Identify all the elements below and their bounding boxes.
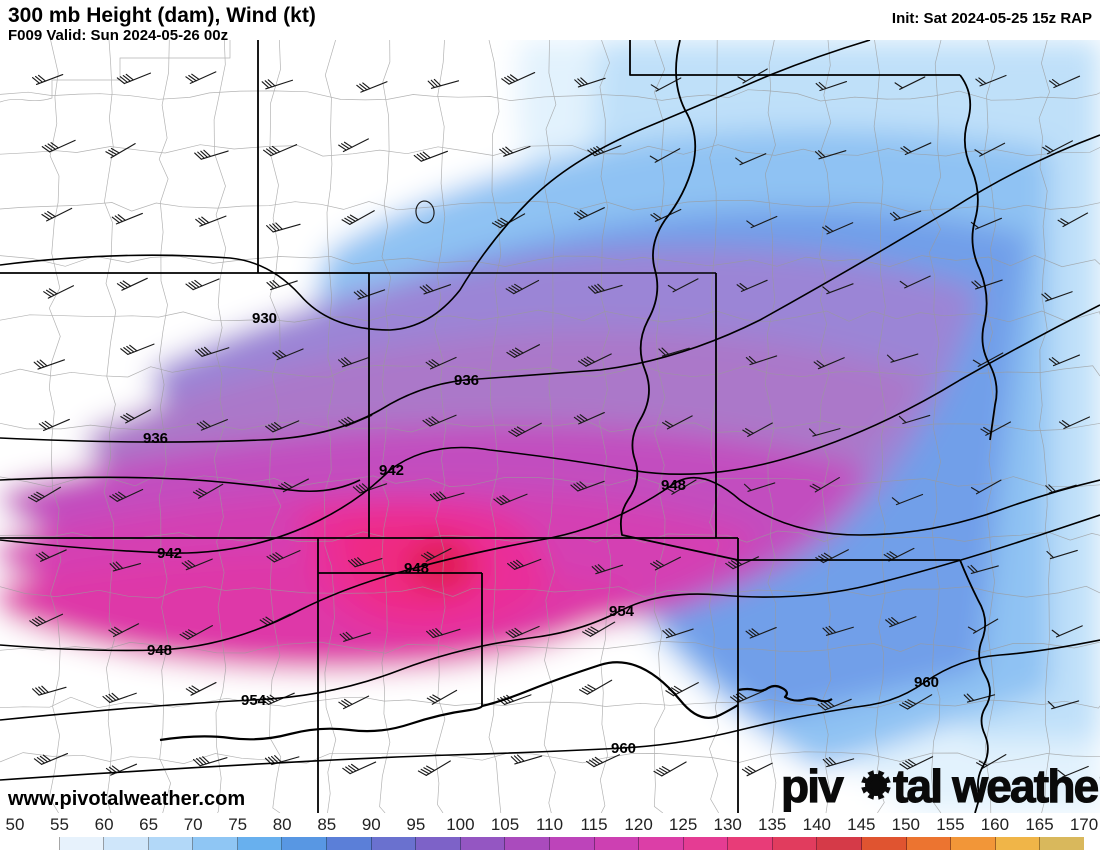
svg-text:936: 936: [454, 372, 479, 389]
svg-text:www.pivotalweather.com: www.pivotalweather.com: [7, 788, 245, 810]
svg-text:960: 960: [914, 674, 939, 691]
svg-text:942: 942: [157, 545, 182, 562]
svg-text:954: 954: [609, 603, 635, 620]
svg-text:954: 954: [241, 692, 267, 709]
svg-text:930: 930: [252, 310, 277, 327]
svg-text:936: 936: [143, 430, 168, 447]
svg-text:948: 948: [661, 477, 686, 494]
svg-text:948: 948: [147, 642, 172, 659]
svg-text:942: 942: [379, 462, 404, 479]
svg-text:960: 960: [611, 740, 636, 757]
svg-text:948: 948: [404, 560, 429, 577]
